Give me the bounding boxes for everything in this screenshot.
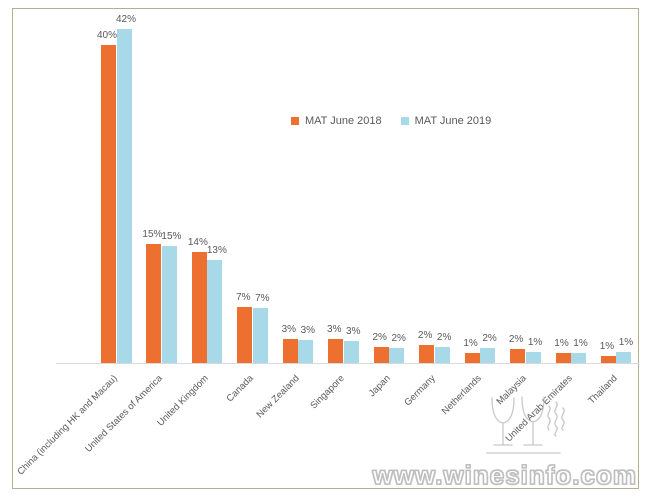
legend-swatch — [291, 117, 299, 125]
bar-mat-2018 — [373, 347, 389, 363]
bar-mat-2019 — [616, 352, 632, 363]
value-label: 3% — [327, 324, 342, 336]
value-label: 40% — [96, 30, 117, 41]
watermark-site-text: www.winesinfo.com — [372, 459, 637, 490]
value-label: 2% — [417, 329, 433, 341]
bar-mat-2018 — [464, 353, 480, 363]
value-label: 2% — [482, 332, 497, 344]
squiggle-1 — [547, 405, 551, 431]
value-label: 2% — [391, 333, 406, 345]
bar-mat-2018 — [328, 339, 344, 363]
legend-item-mat-2018: MAT June 2018 — [291, 115, 382, 127]
value-label: 3% — [281, 324, 297, 336]
value-label: 15% — [161, 231, 182, 243]
value-label: 15% — [142, 228, 163, 240]
bar-mat-2019 — [207, 259, 223, 363]
bar-mat-2018 — [237, 307, 253, 363]
value-label: 7% — [236, 292, 251, 304]
legend-swatch — [400, 117, 409, 125]
bar-mat-2018 — [282, 339, 298, 363]
wine-glass-1-bowl — [491, 397, 515, 424]
bar-mat-2019 — [389, 348, 405, 363]
value-label: 1% — [554, 338, 569, 350]
bar-mat-2019 — [525, 352, 541, 363]
value-label: 13% — [206, 244, 227, 256]
value-label: 2% — [508, 333, 524, 345]
wine-glasses-watermark — [486, 396, 565, 454]
squiggle-3 — [561, 407, 565, 431]
value-label: 3% — [300, 324, 316, 336]
bar-mat-2018 — [419, 344, 435, 363]
wine-glass-2-bowl — [521, 396, 545, 423]
bar-mat-2018 — [555, 353, 571, 363]
value-label: 14% — [187, 236, 208, 248]
value-label: 1% — [463, 338, 478, 350]
bar-mat-2019 — [252, 308, 268, 363]
bar-mat-2019 — [571, 352, 586, 363]
bar-mat-2019 — [298, 339, 314, 363]
value-label: 2% — [372, 332, 387, 344]
legend-label: MAT June 2019 — [414, 115, 492, 127]
value-label: 42% — [115, 14, 136, 26]
value-label: 2% — [436, 332, 452, 344]
bar-mat-2018 — [191, 251, 207, 363]
legend-item-mat-2019: MAT June 2019 — [400, 115, 492, 127]
x-axis-line — [56, 363, 639, 364]
bar-mat-2019 — [161, 246, 177, 363]
value-label: 1% — [618, 337, 634, 349]
legend-label: MAT June 2018 — [305, 115, 382, 127]
value-label: 3% — [346, 325, 361, 337]
chart-legend: MAT June 2018 MAT June 2019 — [291, 115, 491, 127]
value-label: 7% — [255, 293, 270, 305]
bar-mat-2018 — [510, 348, 526, 363]
bar-mat-2018 — [101, 45, 116, 363]
bar-mat-2019 — [116, 29, 132, 363]
value-label: 1% — [527, 337, 543, 349]
bar-mat-2019 — [434, 347, 450, 363]
squiggle-2 — [554, 401, 558, 437]
value-label: 1% — [573, 337, 588, 349]
value-label: 1% — [599, 341, 615, 353]
bar-mat-2018 — [600, 356, 616, 363]
bar-mat-2019 — [343, 340, 359, 363]
bar-mat-2018 — [146, 243, 162, 363]
bar-mat-2019 — [480, 347, 496, 363]
